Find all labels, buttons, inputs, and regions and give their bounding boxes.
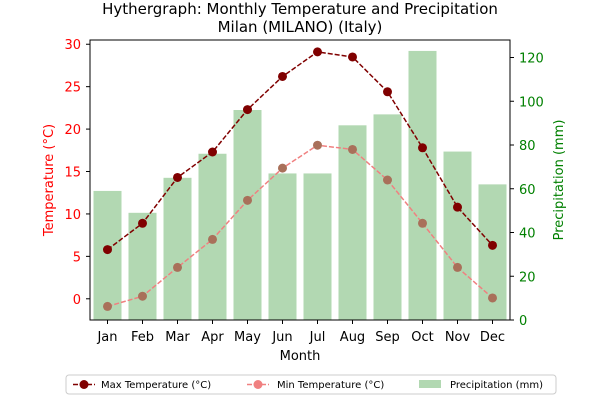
precipitation-bar-jun [268, 173, 297, 320]
chart-title-line2: Milan (MILANO) (Italy) [218, 18, 383, 36]
temperature-lines [103, 47, 497, 311]
x-tick-label-sep: Sep [375, 330, 400, 345]
left-y-axis-label: Temperature (°C) [42, 124, 57, 237]
min-temperature-point-jan [103, 301, 112, 311]
right-y-tick-label: 80 [519, 139, 536, 154]
min-temperature-point-dec [488, 293, 497, 303]
x-tick-label-mar: Mar [165, 330, 190, 345]
right-y-tick-label: 20 [519, 270, 536, 285]
x-tick-label-apr: Apr [201, 330, 224, 345]
max-temperature-point-sep [383, 87, 392, 97]
precipitation-bar-jan [93, 190, 122, 320]
right-y-tick-label: 60 [519, 183, 536, 198]
precipitation-bar-mar [163, 177, 192, 320]
max-temperature-point-jan [103, 245, 112, 255]
min-temperature-point-may [243, 195, 252, 205]
min-temperature-point-jun [278, 163, 287, 173]
max-temperature-point-mar [173, 172, 182, 182]
left-y-tick-label: 30 [64, 38, 81, 53]
precipitation-bar-sep [373, 114, 402, 320]
right-y-tick-label: 0 [519, 314, 527, 329]
x-tick-label-jan: Jan [96, 330, 117, 345]
min-temperature-point-mar [173, 262, 182, 272]
max-temperature-point-apr [208, 147, 217, 157]
x-tick-label-dec: Dec [480, 330, 505, 345]
left-y-tick-label: 10 [64, 208, 81, 223]
max-temperature-point-aug [348, 52, 357, 62]
legend-precipitation-swatch-icon [419, 380, 441, 388]
max-temperature-point-jul [313, 47, 322, 57]
x-tick-label-aug: Aug [340, 330, 365, 345]
min-temperature-point-apr [208, 234, 217, 244]
plot-frame [89, 39, 511, 321]
chart-title-line1: Hythergraph: Monthly Temperature and Pre… [102, 0, 498, 18]
left-y-tick-label: 5 [73, 250, 81, 265]
min-temperature-line [107, 144, 493, 308]
right-y-tick-label: 100 [519, 95, 544, 110]
left-y-tick-label: 15 [64, 166, 81, 181]
legend-frame [65, 374, 557, 395]
precipitation-bar-oct [408, 50, 437, 320]
precipitation-bar-jul [303, 173, 332, 320]
legend-max-temperature-marker-icon [79, 380, 89, 389]
left-y-tick-label: 0 [73, 293, 81, 308]
min-temperature-point-aug [348, 144, 357, 154]
legend-min-temperature-marker-icon [253, 380, 263, 389]
precipitation-bar-feb [128, 212, 157, 320]
chart-axes: Jan Feb Mar Apr May Jun Jul Aug Sep Oct Nov Dec 0 5 10… [64, 38, 543, 345]
max-temperature-point-may [243, 105, 252, 115]
max-temperature-point-nov [453, 202, 462, 212]
max-temperature-line [107, 51, 494, 251]
legend-max-temperature-label: Max Temperature (°C) [101, 380, 211, 391]
x-axis-label: Month [280, 349, 321, 364]
left-y-tick-label: 25 [64, 81, 81, 96]
left-y-tick-label: 20 [64, 123, 81, 138]
precipitation-bars [93, 50, 507, 320]
x-tick-label-oct: Oct [411, 330, 433, 345]
max-temperature-point-feb [138, 218, 147, 228]
right-y-tick-label: 40 [519, 227, 536, 242]
legend-precipitation-label: Precipitation (mm) [450, 380, 543, 391]
min-temperature-point-feb [138, 291, 147, 301]
right-y-tick-label: 120 [519, 52, 544, 67]
precipitation-bar-aug [338, 125, 367, 320]
max-temperature-point-oct [418, 143, 427, 153]
right-y-axis-label: Precipitation (mm) [552, 120, 567, 241]
min-temperature-point-jul [313, 140, 322, 150]
legend-min-temperature-label: Min Temperature (°C) [277, 380, 384, 391]
x-tick-label-nov: Nov [445, 330, 471, 345]
x-tick-label-feb: Feb [131, 330, 154, 345]
max-temperature-point-dec [488, 240, 497, 250]
chart-legend: Max Temperature (°C) Min Temperature (°C… [65, 374, 557, 395]
x-tick-label-may: May [234, 330, 261, 345]
precipitation-bar-may [233, 110, 262, 320]
min-temperature-point-nov [453, 262, 462, 272]
precipitation-bar-nov [443, 151, 472, 320]
min-temperature-point-sep [383, 175, 392, 185]
x-tick-label-jul: Jul [309, 330, 326, 345]
x-tick-label-jun: Jun [271, 330, 292, 345]
max-temperature-point-jun [278, 71, 287, 81]
min-temperature-point-oct [418, 218, 427, 228]
